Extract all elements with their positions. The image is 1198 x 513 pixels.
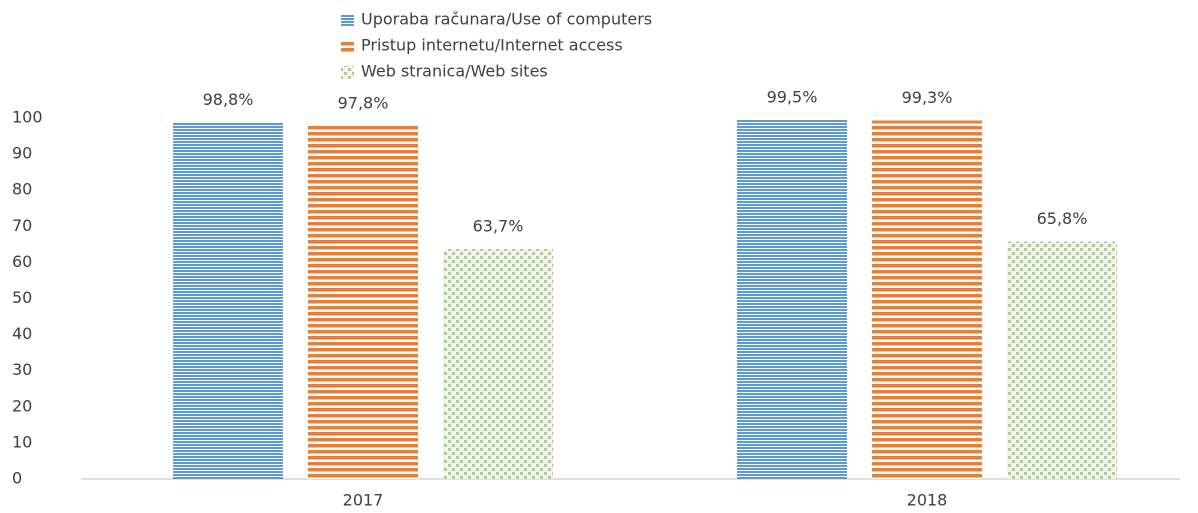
- legend-swatch: [341, 14, 354, 27]
- legend-label: Uporaba računara/Use of computers: [361, 10, 652, 29]
- legend-label: Pristup internetu/Internet access: [361, 36, 623, 55]
- y-tick-label: 80: [12, 180, 32, 199]
- bar: [443, 249, 553, 479]
- bar: [872, 120, 982, 479]
- legend-label: Web stranica/Web sites: [361, 62, 548, 81]
- bar: [737, 119, 847, 480]
- data-label: 97,8%: [338, 93, 389, 112]
- bar: [308, 125, 418, 479]
- y-tick-label: 20: [12, 396, 32, 415]
- data-label: 65,8%: [1037, 209, 1088, 228]
- legend-swatch: [341, 66, 354, 79]
- data-label: 98,8%: [203, 90, 254, 109]
- y-tick-label: 30: [12, 360, 32, 379]
- y-tick-label: 90: [12, 144, 32, 163]
- y-tick-label: 100: [12, 108, 43, 127]
- y-tick-label: 50: [12, 288, 32, 307]
- data-label: 99,5%: [767, 87, 818, 106]
- y-tick-label: 70: [12, 216, 32, 235]
- legend-swatch: [341, 40, 354, 53]
- bar: [173, 122, 283, 479]
- y-tick-label: 40: [12, 324, 32, 343]
- y-tick-label: 60: [12, 252, 32, 271]
- data-label: 99,3%: [902, 88, 953, 107]
- x-tick-label: 2018: [907, 491, 948, 510]
- y-tick-label: 0: [12, 469, 22, 488]
- bar: [1007, 241, 1117, 479]
- y-tick-label: 10: [12, 432, 32, 451]
- x-tick-label: 2017: [343, 491, 384, 510]
- data-label: 63,7%: [473, 217, 524, 236]
